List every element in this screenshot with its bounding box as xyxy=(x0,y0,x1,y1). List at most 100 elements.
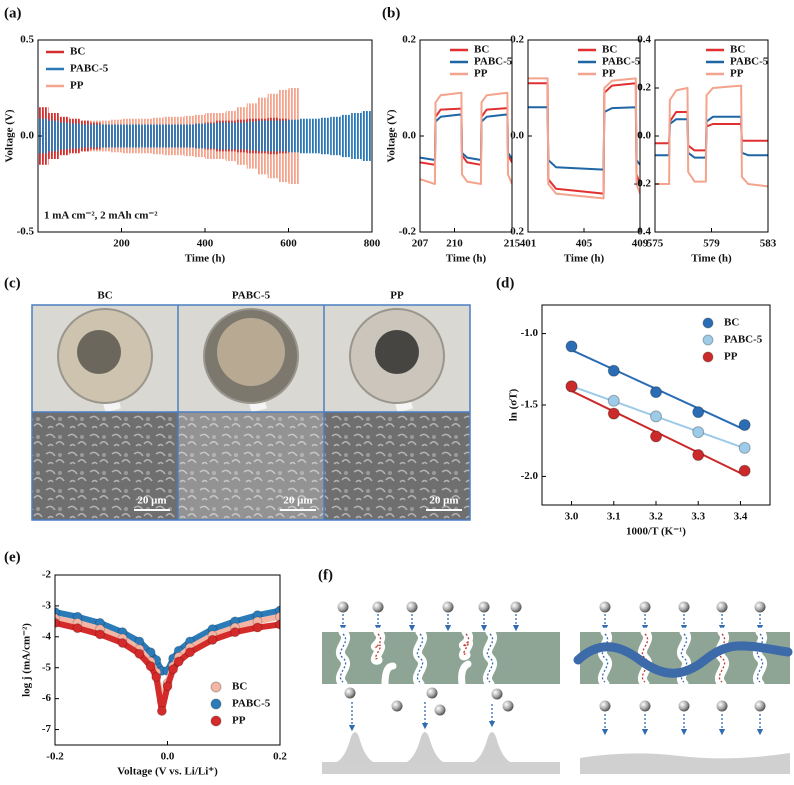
x-tick-label: 3.2 xyxy=(649,511,663,523)
y-tick-label: 0.5 xyxy=(20,34,34,46)
x-tick-label: 210 xyxy=(446,238,463,250)
legend-marker xyxy=(210,681,222,693)
x-axis-label: Time (h) xyxy=(185,253,226,265)
dendrite xyxy=(335,732,375,763)
legend-label: PABC-5 xyxy=(602,56,641,68)
legend-label: PP xyxy=(70,80,84,92)
voltage-band xyxy=(194,123,205,149)
legend-label: BC xyxy=(70,46,85,58)
voltage-band xyxy=(236,122,247,150)
legend-marker xyxy=(702,317,714,329)
point xyxy=(565,380,578,393)
series-line xyxy=(528,106,640,171)
y-tick-label: -2 xyxy=(42,569,52,581)
x-axis-label: Time (h) xyxy=(691,253,732,265)
y-tick-label: 0.0 xyxy=(402,130,416,142)
li-ion xyxy=(502,700,514,712)
pore xyxy=(412,627,428,689)
x-tick-label: 0.2 xyxy=(273,751,287,763)
ion-path xyxy=(601,633,609,683)
pore xyxy=(458,660,472,688)
li-ion xyxy=(754,601,766,613)
marker xyxy=(117,638,128,648)
x-tick-label: 800 xyxy=(364,238,381,250)
legend-label: BC xyxy=(724,317,739,329)
panel-label: (e) xyxy=(4,549,21,565)
li-ion xyxy=(337,601,349,613)
y-tick-label: -0.4 xyxy=(634,226,652,238)
pore xyxy=(482,627,498,689)
sem-image xyxy=(32,412,178,520)
li-ion xyxy=(716,601,728,613)
x-tick-label: 405 xyxy=(576,238,593,250)
x-axis-label: Time (h) xyxy=(564,253,605,265)
scale-bar-label: 20 μm xyxy=(429,495,458,507)
li-ion xyxy=(639,700,651,712)
point xyxy=(692,449,705,461)
point xyxy=(692,406,705,419)
x-tick-label: 0.0 xyxy=(161,751,175,763)
point xyxy=(692,426,705,439)
y-axis-label: ln (σT) xyxy=(508,388,520,421)
voltage-band xyxy=(205,123,216,149)
legend-marker xyxy=(702,351,714,363)
x-tick-label: 215 xyxy=(504,238,521,250)
voltage-band xyxy=(184,124,195,148)
li-ion xyxy=(406,601,418,613)
polymer-chain xyxy=(573,641,793,678)
legend-label: BC xyxy=(474,44,489,56)
y-tick-label: -4 xyxy=(42,630,52,642)
panel-label: (b) xyxy=(382,5,400,21)
x-axis-label: Time (h) xyxy=(446,253,487,265)
deposit xyxy=(375,330,419,374)
legend-marker xyxy=(210,715,222,727)
x-tick-label: 600 xyxy=(280,238,297,250)
legend-marker xyxy=(210,698,222,710)
dendrite xyxy=(405,732,445,763)
point xyxy=(650,386,662,399)
y-tick-label: -1.0 xyxy=(521,327,539,339)
plot-frame xyxy=(54,574,281,746)
panel-label: (d) xyxy=(496,275,514,291)
y-tick-label: 0.2 xyxy=(402,34,416,46)
marker xyxy=(173,656,184,667)
voltage-band xyxy=(38,118,49,154)
voltage-band xyxy=(278,120,289,152)
series-line xyxy=(55,607,280,674)
voltage-band xyxy=(131,124,143,148)
voltage-band xyxy=(340,114,352,158)
plot-frame xyxy=(541,304,771,506)
li-ion xyxy=(678,700,690,712)
plot-frame xyxy=(527,39,641,233)
series-line xyxy=(420,91,512,185)
voltage-band xyxy=(111,124,122,148)
series-line xyxy=(655,115,768,159)
marker xyxy=(207,634,218,645)
li-ion xyxy=(599,700,611,712)
scale-bar-label: 20 μm xyxy=(137,495,166,507)
voltage-band xyxy=(330,116,341,156)
ion-path xyxy=(756,633,764,683)
series-line xyxy=(420,113,512,161)
pore xyxy=(752,627,768,689)
x-tick-label: 3.3 xyxy=(691,511,705,523)
legend-label: PP xyxy=(232,715,246,727)
pore xyxy=(381,662,397,688)
x-tick-label: 583 xyxy=(760,238,777,250)
voltage-band xyxy=(319,117,331,155)
annotation: 1 mA cm⁻², 2 mAh cm⁻² xyxy=(44,210,158,222)
plot-area xyxy=(38,88,372,184)
li-ion xyxy=(391,700,403,712)
li-ion xyxy=(372,601,384,613)
li-ion xyxy=(344,687,356,699)
series-line xyxy=(528,77,640,200)
x-tick-label: 579 xyxy=(703,238,720,250)
legend-label: PABC-5 xyxy=(724,334,763,346)
voltage-band xyxy=(225,122,237,150)
y-tick-label: -0.2 xyxy=(507,226,525,238)
pore xyxy=(637,627,653,689)
marker xyxy=(151,672,162,682)
deposit xyxy=(217,318,285,386)
li-ion xyxy=(716,700,728,712)
